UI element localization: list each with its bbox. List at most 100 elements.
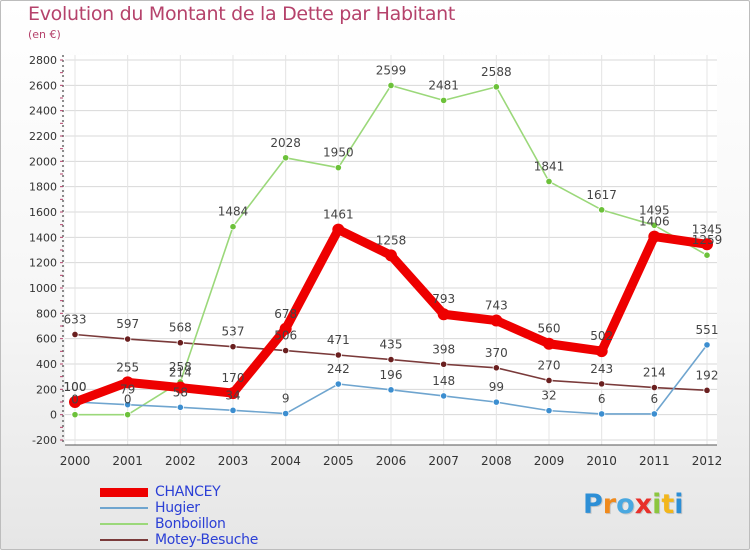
brand-letter: i [674,489,684,520]
data-label: 506 [274,329,297,343]
data-label: 196 [380,368,403,382]
legend-item: Hugier [100,500,258,516]
x-tick-label: 2009 [534,454,565,468]
x-tick-label: 2008 [481,454,512,468]
data-point [282,154,290,162]
y-tick-label: 1600 [29,206,57,219]
data-label: 2588 [481,65,512,79]
data-label: 243 [590,362,613,376]
data-label: 58 [173,385,188,399]
legend-item: Bonboillon [100,516,258,532]
legend-label: Bonboillon [155,516,226,532]
legend-swatch [100,523,148,525]
y-tick-label: 200 [36,383,57,396]
data-label: 148 [432,374,455,388]
data-label: 2028 [270,136,301,150]
data-label: 597 [116,317,139,331]
data-label: 502 [590,329,613,343]
data-label: 1495 [639,203,670,217]
data-label: 100 [64,380,87,394]
data-label: 1484 [218,205,249,219]
data-point [437,308,450,321]
brand-letter: r [602,489,617,520]
data-point [492,398,500,406]
data-point [124,335,132,343]
data-point [282,346,290,355]
data-point [279,322,292,335]
data-label: 1617 [586,188,617,202]
data-label: 560 [538,322,561,336]
brand-letter: i [652,489,662,520]
data-point [176,403,184,411]
data-label: 1258 [376,233,407,247]
data-label: 214 [169,366,192,380]
x-tick-label: 2010 [586,454,617,468]
legend-label: Motey-Besuche [155,532,259,548]
y-tick-label: 0 [50,409,57,422]
brand-logo: Proxiti [583,489,684,520]
data-point [334,351,342,359]
data-point [492,364,500,372]
data-label: 270 [538,358,561,372]
x-tick-label: 2002 [165,454,196,468]
data-point [545,376,553,385]
data-label: 255 [116,360,139,374]
legend-swatch [100,539,148,541]
data-point [385,249,397,262]
data-point [440,360,448,368]
data-label: 2599 [376,63,407,77]
data-label: 6 [651,392,659,406]
data-point [124,411,132,419]
data-point [229,223,237,231]
y-tick-label: 2000 [29,155,57,168]
y-tick-label: 2800 [29,54,57,67]
data-point [229,406,237,414]
data-point [598,206,606,214]
data-point [543,337,555,350]
chart-title: Evolution du Montant de la Dette par Hab… [28,3,456,25]
data-label: 1259 [692,233,723,247]
data-point [387,386,395,394]
data-label: 0 [71,393,79,407]
data-label: 471 [327,333,350,347]
data-label: 1406 [639,215,670,229]
data-point [650,221,658,229]
y-tick-label: 400 [36,358,57,371]
data-label: 370 [485,346,508,360]
data-label: 99 [489,380,504,394]
data-label: 32 [541,389,556,403]
data-point [282,409,290,418]
data-label: 6 [598,392,606,406]
data-label: 551 [696,323,719,337]
data-point [124,401,132,409]
data-label: 435 [380,338,403,352]
x-tick-label: 2005 [323,454,354,468]
y-tick-label: 2400 [29,105,57,118]
data-label: 678 [274,307,297,321]
legend-label: Hugier [155,500,200,516]
data-point [387,81,395,90]
y-tick-label: 2600 [29,79,57,92]
data-point [71,330,79,339]
data-label: 9 [282,392,290,406]
brand-letter: t [661,489,675,520]
data-label: 743 [485,299,508,313]
data-point [492,83,500,91]
y-tick-label: 1400 [29,231,57,244]
data-label: 100 [64,380,87,394]
data-label: 793 [432,292,455,306]
y-tick-label: 1000 [29,282,57,295]
data-label: 1950 [323,146,354,160]
data-label: 1841 [534,159,565,173]
y-tick-label: -200 [32,434,57,447]
legend-swatch [100,487,148,497]
x-tick-label: 2001 [112,454,143,468]
brand-letter: o [616,489,635,520]
data-label: 192 [696,368,719,382]
data-label: 568 [169,321,192,335]
data-point [703,341,711,349]
data-point [598,380,606,388]
data-label: 633 [64,312,87,326]
data-label: 1461 [323,208,354,222]
